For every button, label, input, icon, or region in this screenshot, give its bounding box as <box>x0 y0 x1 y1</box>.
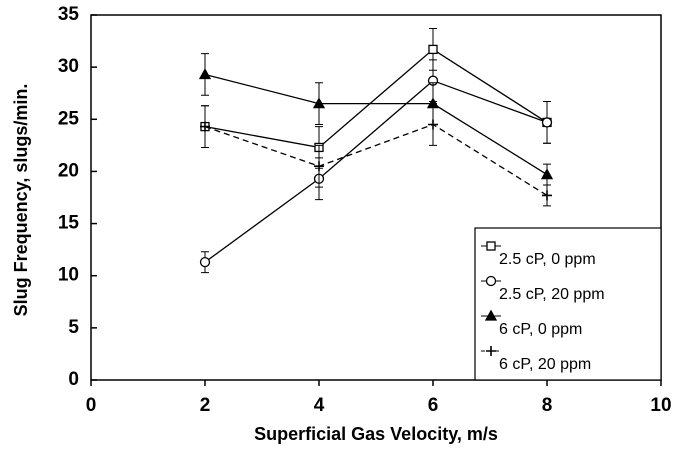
x-tick-label: 0 <box>86 395 97 416</box>
y-tick-label: 15 <box>58 213 80 234</box>
marker <box>542 190 552 201</box>
marker <box>485 275 497 287</box>
marker <box>486 346 496 356</box>
marker <box>540 168 554 180</box>
marker <box>428 119 438 130</box>
marker <box>198 68 212 80</box>
y-tick-label: 30 <box>58 56 79 77</box>
x-tick-label: 8 <box>542 395 553 416</box>
marker <box>541 117 553 128</box>
x-axis-label: Superficial Gas Velocity, m/s <box>254 424 498 444</box>
legend-label: 2.5 cP, 0 ppm <box>499 251 596 268</box>
marker <box>486 241 496 251</box>
y-tick-label: 5 <box>68 317 79 338</box>
legend-box <box>474 227 662 381</box>
series-line <box>204 48 548 149</box>
y-tick-label: 20 <box>58 160 79 181</box>
y-tick-label: 25 <box>58 108 80 129</box>
legend-label: 6 cP, 20 ppm <box>499 356 591 373</box>
x-tick-label: 6 <box>428 395 439 416</box>
marker <box>314 161 324 172</box>
series-line <box>204 123 548 196</box>
series-line <box>204 79 548 263</box>
x-tick-label: 4 <box>314 395 325 416</box>
y-axis-label: Slug Frequency, slugs/min. <box>11 84 31 317</box>
x-tick-label: 10 <box>650 395 671 416</box>
x-tick-label: 2 <box>200 395 211 416</box>
marker <box>312 97 326 109</box>
marker <box>200 121 210 132</box>
y-tick-label: 35 <box>58 4 80 25</box>
y-tick-label: 0 <box>68 369 79 390</box>
marker <box>199 257 211 268</box>
marker <box>428 44 438 55</box>
marker <box>484 309 498 321</box>
y-tick-label: 10 <box>58 265 79 286</box>
series-line <box>204 73 548 176</box>
plot-frame <box>90 14 662 381</box>
legend-label: 6 cP, 0 ppm <box>499 321 582 338</box>
legend-label: 2.5 cP, 20 ppm <box>499 286 605 303</box>
